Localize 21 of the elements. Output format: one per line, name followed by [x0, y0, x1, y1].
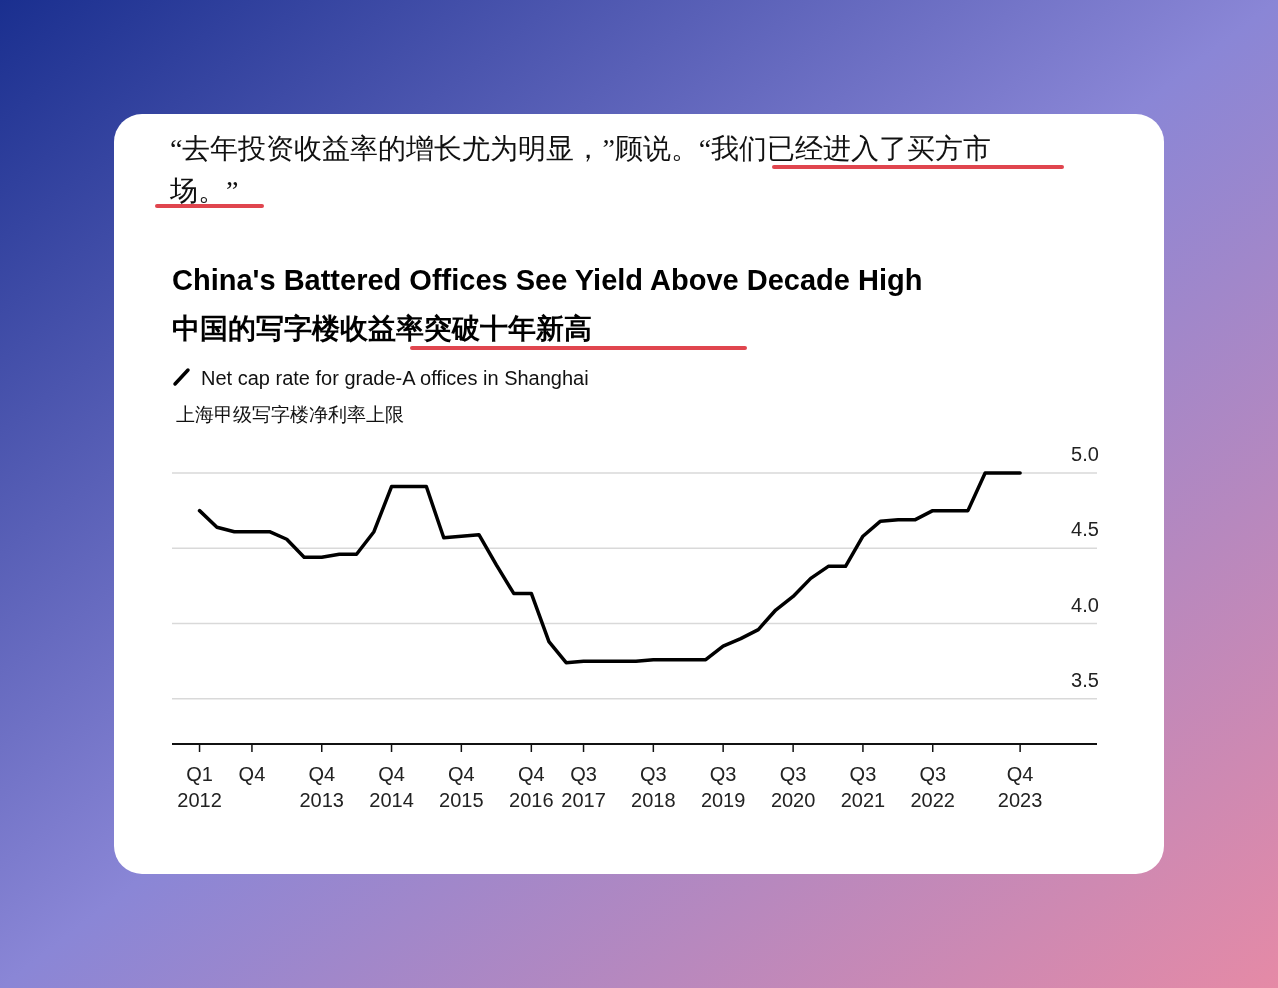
y-tick-label: 3.5: [1071, 668, 1099, 691]
x-tick-label: Q3 2021: [840, 763, 886, 811]
x-tick-label: Q3 2018: [631, 763, 676, 811]
x-tick-label: Q4 2013: [299, 763, 344, 811]
x-tick-label: Q3 2022: [910, 763, 955, 811]
y-tick-label: 4.5: [1071, 518, 1099, 541]
x-tick-label: Q4 2016: [509, 763, 554, 811]
legend-label: Net cap rate for grade-A offices in Shanghai 上海甲级写字楼净利率上限: [176, 367, 589, 425]
chart-title: China's Battered Offices See Yield Above Decade High: [172, 264, 923, 296]
x-tick-label: Q3 2020: [770, 763, 816, 811]
y-tick-label: 4.0: [1071, 593, 1099, 616]
x-tick-label: Q4 2023: [997, 763, 1043, 811]
x-tick-label: Q4: [238, 763, 266, 785]
x-tick-label: Q3 2017: [561, 763, 606, 811]
chart-subtitle: 中国的写字楼收益率突破十年新高: [172, 313, 592, 344]
text: “去年投资收益率的增长尤为明显，”顾说。“我们已经进入了买方市场。”: [169, 133, 992, 206]
x-tick-label: Q3 2019: [700, 763, 746, 811]
y-tick-label: 5.0: [1071, 443, 1099, 465]
x-tick-label: Q4 2014: [369, 763, 414, 811]
x-tick-label: Q1 2012: [177, 763, 222, 811]
x-tick-label: Q4 2015: [439, 763, 484, 811]
